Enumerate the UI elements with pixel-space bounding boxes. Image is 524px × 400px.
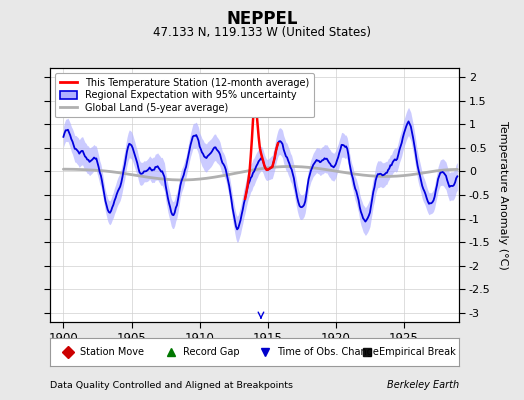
Legend: This Temperature Station (12-month average), Regional Expectation with 95% uncer: This Temperature Station (12-month avera… — [54, 73, 314, 118]
Text: Data Quality Controlled and Aligned at Breakpoints: Data Quality Controlled and Aligned at B… — [50, 381, 293, 390]
Text: Berkeley Earth: Berkeley Earth — [387, 380, 459, 390]
Text: Record Gap: Record Gap — [183, 347, 239, 357]
Text: NEPPEL: NEPPEL — [226, 10, 298, 28]
Text: Empirical Break: Empirical Break — [379, 347, 456, 357]
Text: Station Move: Station Move — [81, 347, 145, 357]
Text: Time of Obs. Change: Time of Obs. Change — [277, 347, 379, 357]
Y-axis label: Temperature Anomaly (°C): Temperature Anomaly (°C) — [498, 121, 508, 269]
Text: 47.133 N, 119.133 W (United States): 47.133 N, 119.133 W (United States) — [153, 26, 371, 39]
